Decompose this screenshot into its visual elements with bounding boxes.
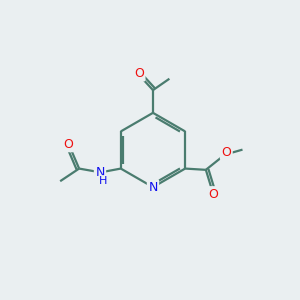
Text: O: O xyxy=(209,188,219,201)
Text: O: O xyxy=(221,146,231,159)
Text: H: H xyxy=(99,176,108,186)
Text: N: N xyxy=(148,181,158,194)
Text: N: N xyxy=(95,166,105,179)
Text: O: O xyxy=(63,138,73,151)
Text: O: O xyxy=(134,67,144,80)
